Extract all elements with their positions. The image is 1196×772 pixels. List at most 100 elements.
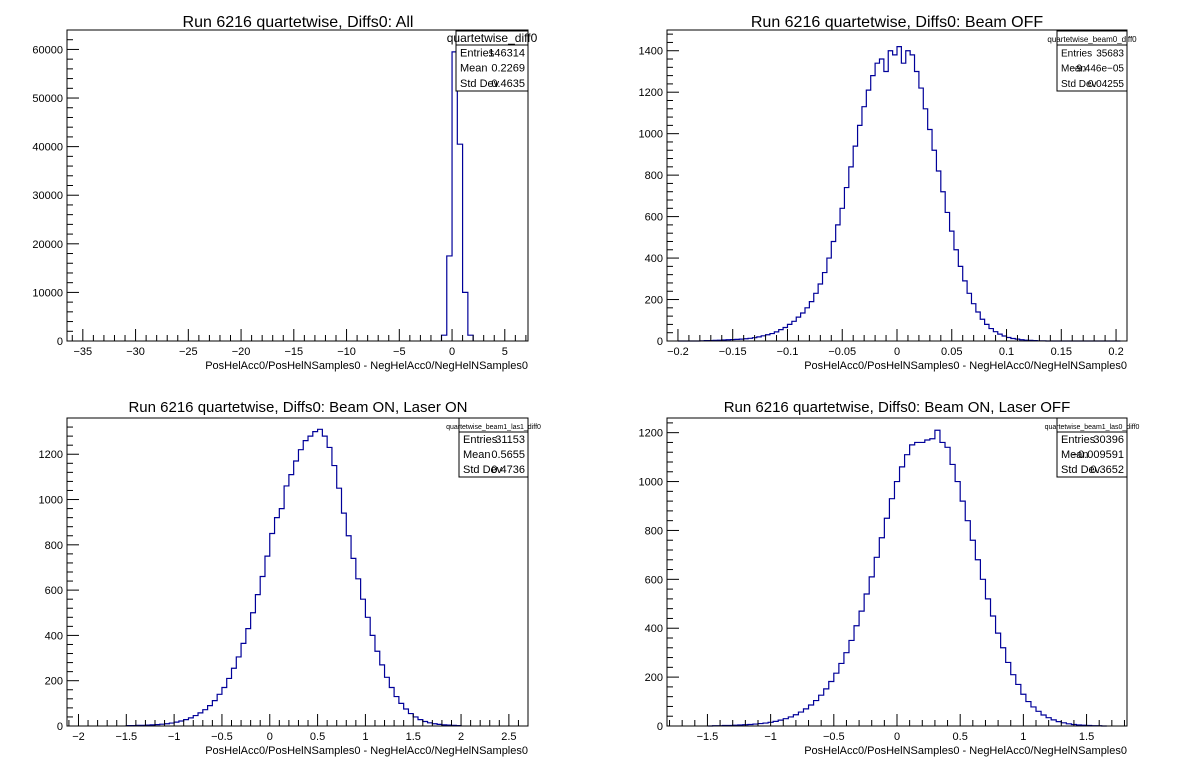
x-tick-label: 1.5 <box>406 731 421 743</box>
y-tick-label: 400 <box>645 253 663 265</box>
stats-box-frame <box>458 417 529 478</box>
y-tick-label: 1000 <box>639 477 663 489</box>
histogram-pad: Run 6216 quartetwise, Diffs0: Beam OFF −0… <box>639 14 1138 372</box>
x-tick-label: −30 <box>126 346 145 358</box>
y-tick-label: 20000 <box>32 239 63 251</box>
y-tick-label: 30000 <box>32 190 63 202</box>
stats-label: Std Dev <box>460 78 500 90</box>
x-tick-label: 0 <box>267 731 273 743</box>
histogram-pad: Run 6216 quartetwise, Diffs0: All −35 −30 −… <box>32 14 537 372</box>
y-tick-label: 1200 <box>639 87 663 99</box>
x-tick-label: −1.5 <box>697 731 719 743</box>
stats-label: Entries <box>460 47 495 59</box>
x-tick-label: −0.5 <box>823 731 845 743</box>
histogram-series <box>677 45 1121 342</box>
chart-title: Run 6216 quartetwise, Diffs0: Beam ON, L… <box>724 399 1071 416</box>
stats-value: 0.3652 <box>1090 464 1124 476</box>
y-tick-label: 1000 <box>639 129 663 141</box>
y-tick-label: 60000 <box>32 44 63 56</box>
stats-value: −0.009591 <box>1072 449 1124 461</box>
stats-label: Std Dev <box>1061 79 1097 90</box>
y-tick-label: 0 <box>57 721 63 733</box>
chart-title: Run 6216 quartetwise, Diffs0: Beam ON, L… <box>128 399 467 416</box>
chart-title: Run 6216 quartetwise, Diffs0: All <box>183 14 414 31</box>
stats-label: Entries <box>1061 48 1092 59</box>
y-tick-label: 0 <box>57 336 63 348</box>
stats-label: Entries <box>463 434 498 446</box>
x-tick-label: 1 <box>362 731 368 743</box>
y-tick-label: 200 <box>645 672 663 684</box>
x-tick-label: −1 <box>168 731 181 743</box>
stats-box-frame <box>1056 30 1128 92</box>
x-axis-label: PosHelAcc0/PosHelNSamples0 - NegHelAcc0/… <box>205 360 528 372</box>
y-tick-label: 600 <box>645 212 663 224</box>
stats-value: −9.446e−05 <box>1071 64 1125 75</box>
y-tick-label: 50000 <box>32 93 63 105</box>
stats-value: 0.4635 <box>491 78 525 90</box>
x-tick-label: 0.5 <box>953 731 968 743</box>
stats-label: Mean <box>1061 64 1086 75</box>
x-tick-label: −2 <box>72 731 85 743</box>
histogram-series <box>707 429 1107 727</box>
x-tick-label: 0 <box>894 346 900 358</box>
x-tick-label: 1 <box>1020 731 1026 743</box>
histogram-pad: Run 6216 quartetwise, Diffs0: Beam ON, L… <box>39 399 542 757</box>
x-tick-label: 5 <box>502 346 508 358</box>
histogram-pad: Run 6216 quartetwise, Diffs0: Beam ON, L… <box>639 399 1140 757</box>
stats-box: quartetwise_beam1_las0_diff0 Entries30396… <box>1045 417 1140 478</box>
x-tick-label: 2 <box>458 731 464 743</box>
x-tick-label: −5 <box>393 346 406 358</box>
x-tick-label: 2.5 <box>501 731 516 743</box>
stats-value: 35683 <box>1096 48 1124 59</box>
y-tick-label: 800 <box>645 170 663 182</box>
stats-value: 30396 <box>1093 434 1124 446</box>
stats-value: 0.04255 <box>1088 79 1125 90</box>
x-tick-label: −25 <box>179 346 198 358</box>
y-tick-label: 40000 <box>32 142 63 154</box>
stats-value: 31153 <box>495 434 525 446</box>
stats-box-frame <box>1056 417 1128 478</box>
histogram-series <box>440 51 474 341</box>
y-tick-label: 400 <box>45 630 63 642</box>
x-tick-label: −0.05 <box>828 346 856 358</box>
y-tick-label: 800 <box>45 540 63 552</box>
stats-label: Mean <box>1061 449 1089 461</box>
stats-label: Mean <box>463 449 491 461</box>
histogram-series <box>125 428 462 727</box>
stats-label: Std Dev <box>1061 464 1101 476</box>
stats-value: 146314 <box>488 47 525 59</box>
stats-box: quartetwise_beam0_diff0 Entries 35683 Mean−… <box>1047 30 1137 92</box>
stats-box-title: quartetwise_beam1_las1_diff0 <box>446 424 541 431</box>
y-tick-label: 800 <box>645 525 663 537</box>
x-tick-label: 1.5 <box>1079 731 1094 743</box>
x-tick-label: −20 <box>232 346 251 358</box>
stats-label: Std Dev <box>463 464 503 476</box>
x-tick-label: −0.1 <box>777 346 799 358</box>
x-tick-label: −1 <box>764 731 777 743</box>
x-tick-label: −10 <box>337 346 356 358</box>
stats-label: Mean <box>460 63 488 75</box>
y-tick-label: 600 <box>45 585 63 597</box>
stats-box: quartetwise_beam1_las1_diff0 Entries31153… <box>446 417 541 478</box>
stats-value: 0.5655 <box>491 449 525 461</box>
y-tick-label: 600 <box>645 574 663 586</box>
x-axis-label: PosHelAcc0/PosHelNSamples0 - NegHelAcc0/… <box>804 745 1127 757</box>
stats-value: 0.2269 <box>491 63 525 75</box>
x-tick-label: 0.05 <box>941 346 962 358</box>
stats-label: Entries <box>1061 434 1096 446</box>
y-tick-label: 1000 <box>39 495 63 507</box>
x-tick-label: −15 <box>284 346 303 358</box>
x-tick-label: 0.1 <box>999 346 1014 358</box>
y-tick-label: 1400 <box>639 46 663 58</box>
x-tick-label: −1.5 <box>115 731 137 743</box>
y-tick-label: 400 <box>645 623 663 635</box>
x-tick-label: −0.5 <box>211 731 233 743</box>
y-tick-label: 200 <box>645 295 663 307</box>
stats-box-frame <box>455 30 529 92</box>
x-tick-label: 0.2 <box>1108 346 1123 358</box>
stats-box-title: quartetwise_beam0_diff0 <box>1047 35 1137 44</box>
x-tick-label: −0.2 <box>667 346 689 358</box>
y-tick-label: 10000 <box>32 287 63 299</box>
